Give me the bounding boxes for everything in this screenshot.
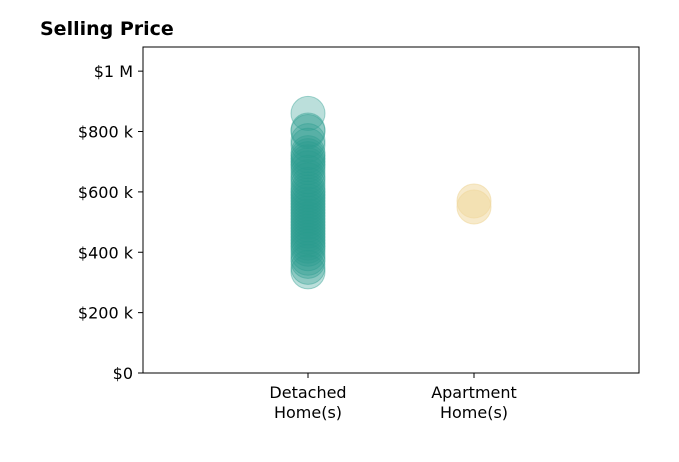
data-point [456, 189, 492, 225]
data-point [290, 254, 326, 290]
data-point [290, 201, 326, 237]
data-point [290, 159, 326, 195]
data-point [290, 189, 326, 225]
data-point [290, 210, 326, 246]
data-point [290, 154, 326, 190]
data-point [290, 141, 326, 177]
data-point [290, 112, 326, 148]
y-tick-label: $400 k [78, 243, 134, 262]
data-point [290, 166, 326, 202]
y-tick-label: $200 k [78, 304, 134, 323]
data-point [290, 123, 326, 159]
data-point [290, 171, 326, 207]
x-tick-label: Apartment Home(s) [431, 383, 517, 422]
data-point [290, 135, 326, 171]
data-point [290, 114, 326, 150]
data-point [290, 150, 326, 186]
data-point [290, 147, 326, 183]
data-point [290, 138, 326, 174]
y-tick-label: $600 k [78, 183, 134, 202]
points-layer [290, 95, 492, 290]
data-point [290, 198, 326, 234]
plot-frame [142, 46, 640, 374]
chart-title: Selling Price [40, 18, 174, 40]
data-point [290, 180, 326, 216]
data-point [290, 236, 326, 272]
data-point [290, 225, 326, 261]
data-point [290, 231, 326, 267]
data-point [290, 144, 326, 180]
data-point [290, 162, 326, 198]
data-point [290, 219, 326, 255]
data-point [290, 195, 326, 231]
y-tick-label: $1 M [94, 62, 133, 81]
data-point [290, 177, 326, 213]
data-point [290, 95, 326, 131]
data-point [290, 127, 326, 163]
data-point [290, 213, 326, 249]
y-axis: $0 $200 k $400 k $600 k $800 k $1 M [78, 62, 143, 383]
data-point [290, 192, 326, 228]
data-point [290, 183, 326, 219]
y-tick-label: $800 k [78, 123, 134, 142]
data-point [290, 216, 326, 252]
data-point [290, 228, 326, 264]
x-axis: Detached Home(s) Apartment Home(s) [269, 373, 517, 422]
data-point [290, 174, 326, 210]
data-point [290, 222, 326, 258]
data-point [290, 249, 326, 285]
data-point [290, 207, 326, 243]
data-point [290, 240, 326, 276]
data-point [290, 204, 326, 240]
data-point [290, 186, 326, 222]
x-tick-label: Detached Home(s) [269, 383, 346, 422]
y-tick-label: $0 [113, 364, 133, 383]
data-point [290, 243, 326, 279]
